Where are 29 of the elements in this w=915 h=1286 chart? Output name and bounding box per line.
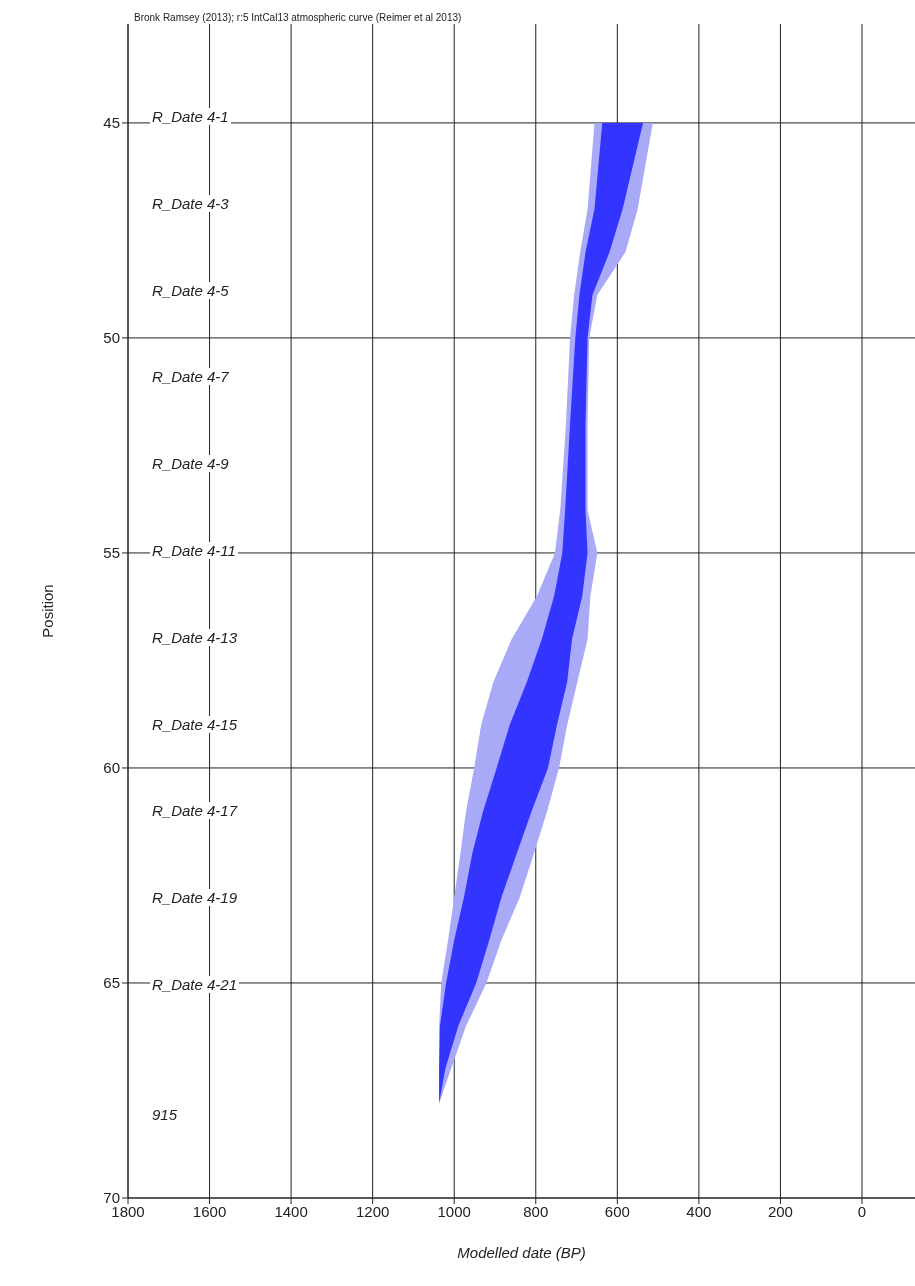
annotation: R_Date 4-19 [150,889,240,907]
x-tick-label: 1200 [355,1202,390,1220]
y-tick-label: 60 [103,759,120,777]
x-tick-label: 0 [857,1202,867,1220]
annotation: R_Date 4-13 [150,628,240,646]
x-tick-label: 400 [686,1202,712,1220]
x-tick-label: 1600 [192,1202,227,1220]
annotation: R_Date 4-9 [150,455,231,473]
x-tick-label: 800 [523,1202,549,1220]
chart-title: Bronk Ramsey (2013); r:5 IntCal13 atmospheric curve (Reimer et al 2013) [134,12,462,23]
y-tick-label: 65 [103,974,120,992]
y-tick-label: 55 [103,544,120,562]
annotation: R_Date 4-17 [150,802,240,820]
x-tick-label: 1000 [437,1202,471,1220]
annotation: R_Date 4-5 [150,281,231,299]
x-tick-label: 600 [604,1202,630,1220]
annotation: 915 [150,1106,180,1124]
x-tick-label: 1400 [274,1202,308,1220]
annotation: R_Date 4-7 [150,368,231,386]
annotation: R_Date 4-15 [150,715,240,733]
annotation: R_Date 4-21 [150,976,240,993]
x-tick-label: 200 [767,1202,793,1220]
y-axis-title: Position [39,584,57,638]
y-tick-label: 50 [103,329,120,347]
y-tick-label: 45 [103,114,120,132]
annotation: R_Date 4-3 [150,194,231,212]
annotation: R_Date 4-11 [150,542,238,559]
annotation: R_Date 4-1 [150,108,231,125]
x-axis-title: Modelled date (BP) [457,1244,586,1261]
